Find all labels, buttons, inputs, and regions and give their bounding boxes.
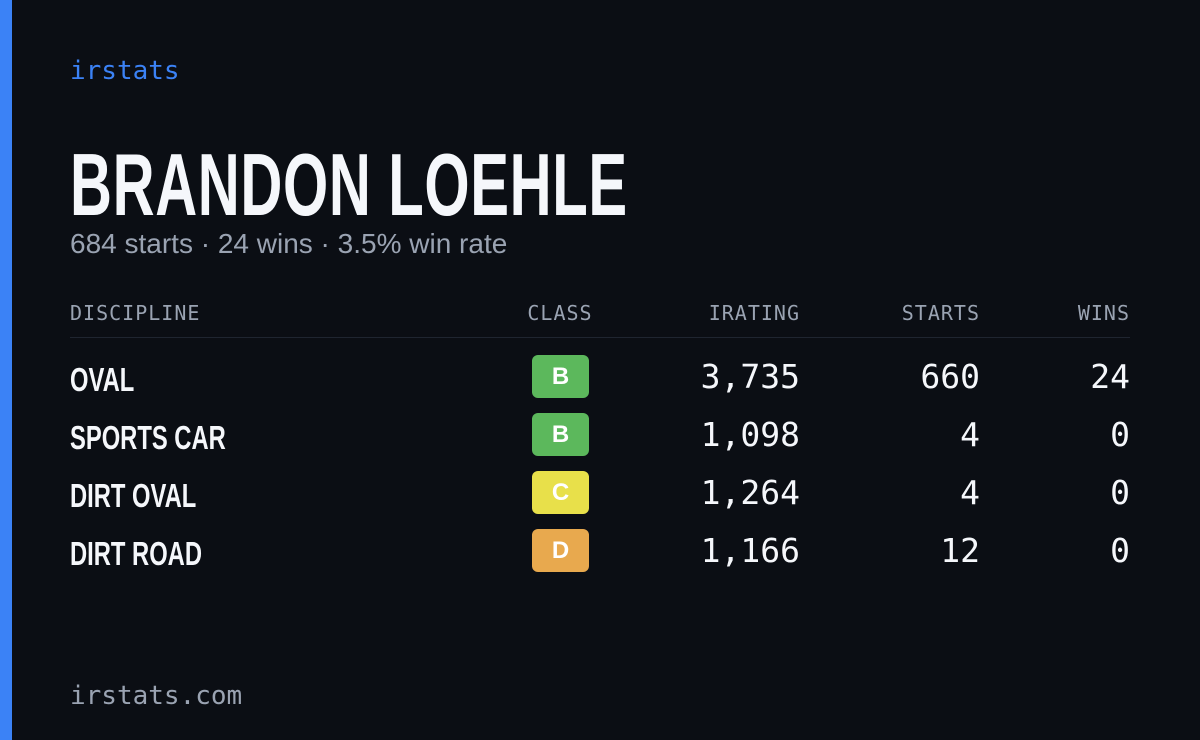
class-badge: D: [532, 529, 589, 572]
brand: irstats: [70, 56, 180, 86]
wins: 0: [1110, 415, 1130, 454]
discipline: DIRT ROAD: [70, 535, 202, 572]
irating: 1,264: [700, 473, 800, 512]
subtitle: 684 starts · 24 wins · 3.5% win rate: [70, 228, 508, 259]
accent-bar: [0, 0, 12, 740]
header-rule: [70, 337, 1130, 338]
wins: 24: [1090, 357, 1130, 396]
starts: 4: [960, 415, 980, 454]
starts: 12: [940, 531, 980, 570]
column-header: DISCIPLINE: [70, 301, 201, 325]
wins: 0: [1110, 531, 1130, 570]
irating: 3,735: [700, 357, 800, 396]
starts: 4: [960, 473, 980, 512]
column-header: CLASS: [527, 301, 593, 325]
discipline: DIRT OVAL: [70, 477, 197, 514]
discipline: OVAL: [70, 361, 135, 398]
footer: irstats.com: [70, 681, 243, 711]
column-header: WINS: [1077, 301, 1130, 325]
class-badge: B: [532, 355, 589, 398]
title: BRANDON LOEHLE: [70, 135, 628, 234]
wins: 0: [1110, 473, 1130, 512]
discipline: SPORTS CAR: [70, 419, 226, 456]
starts: 660: [920, 357, 980, 396]
irating: 1,098: [700, 415, 800, 454]
class-badge: B: [532, 413, 589, 456]
column-header: IRATING: [708, 301, 800, 325]
irating: 1,166: [700, 531, 800, 570]
class-badge: C: [532, 471, 589, 514]
column-header: STARTS: [901, 301, 980, 325]
